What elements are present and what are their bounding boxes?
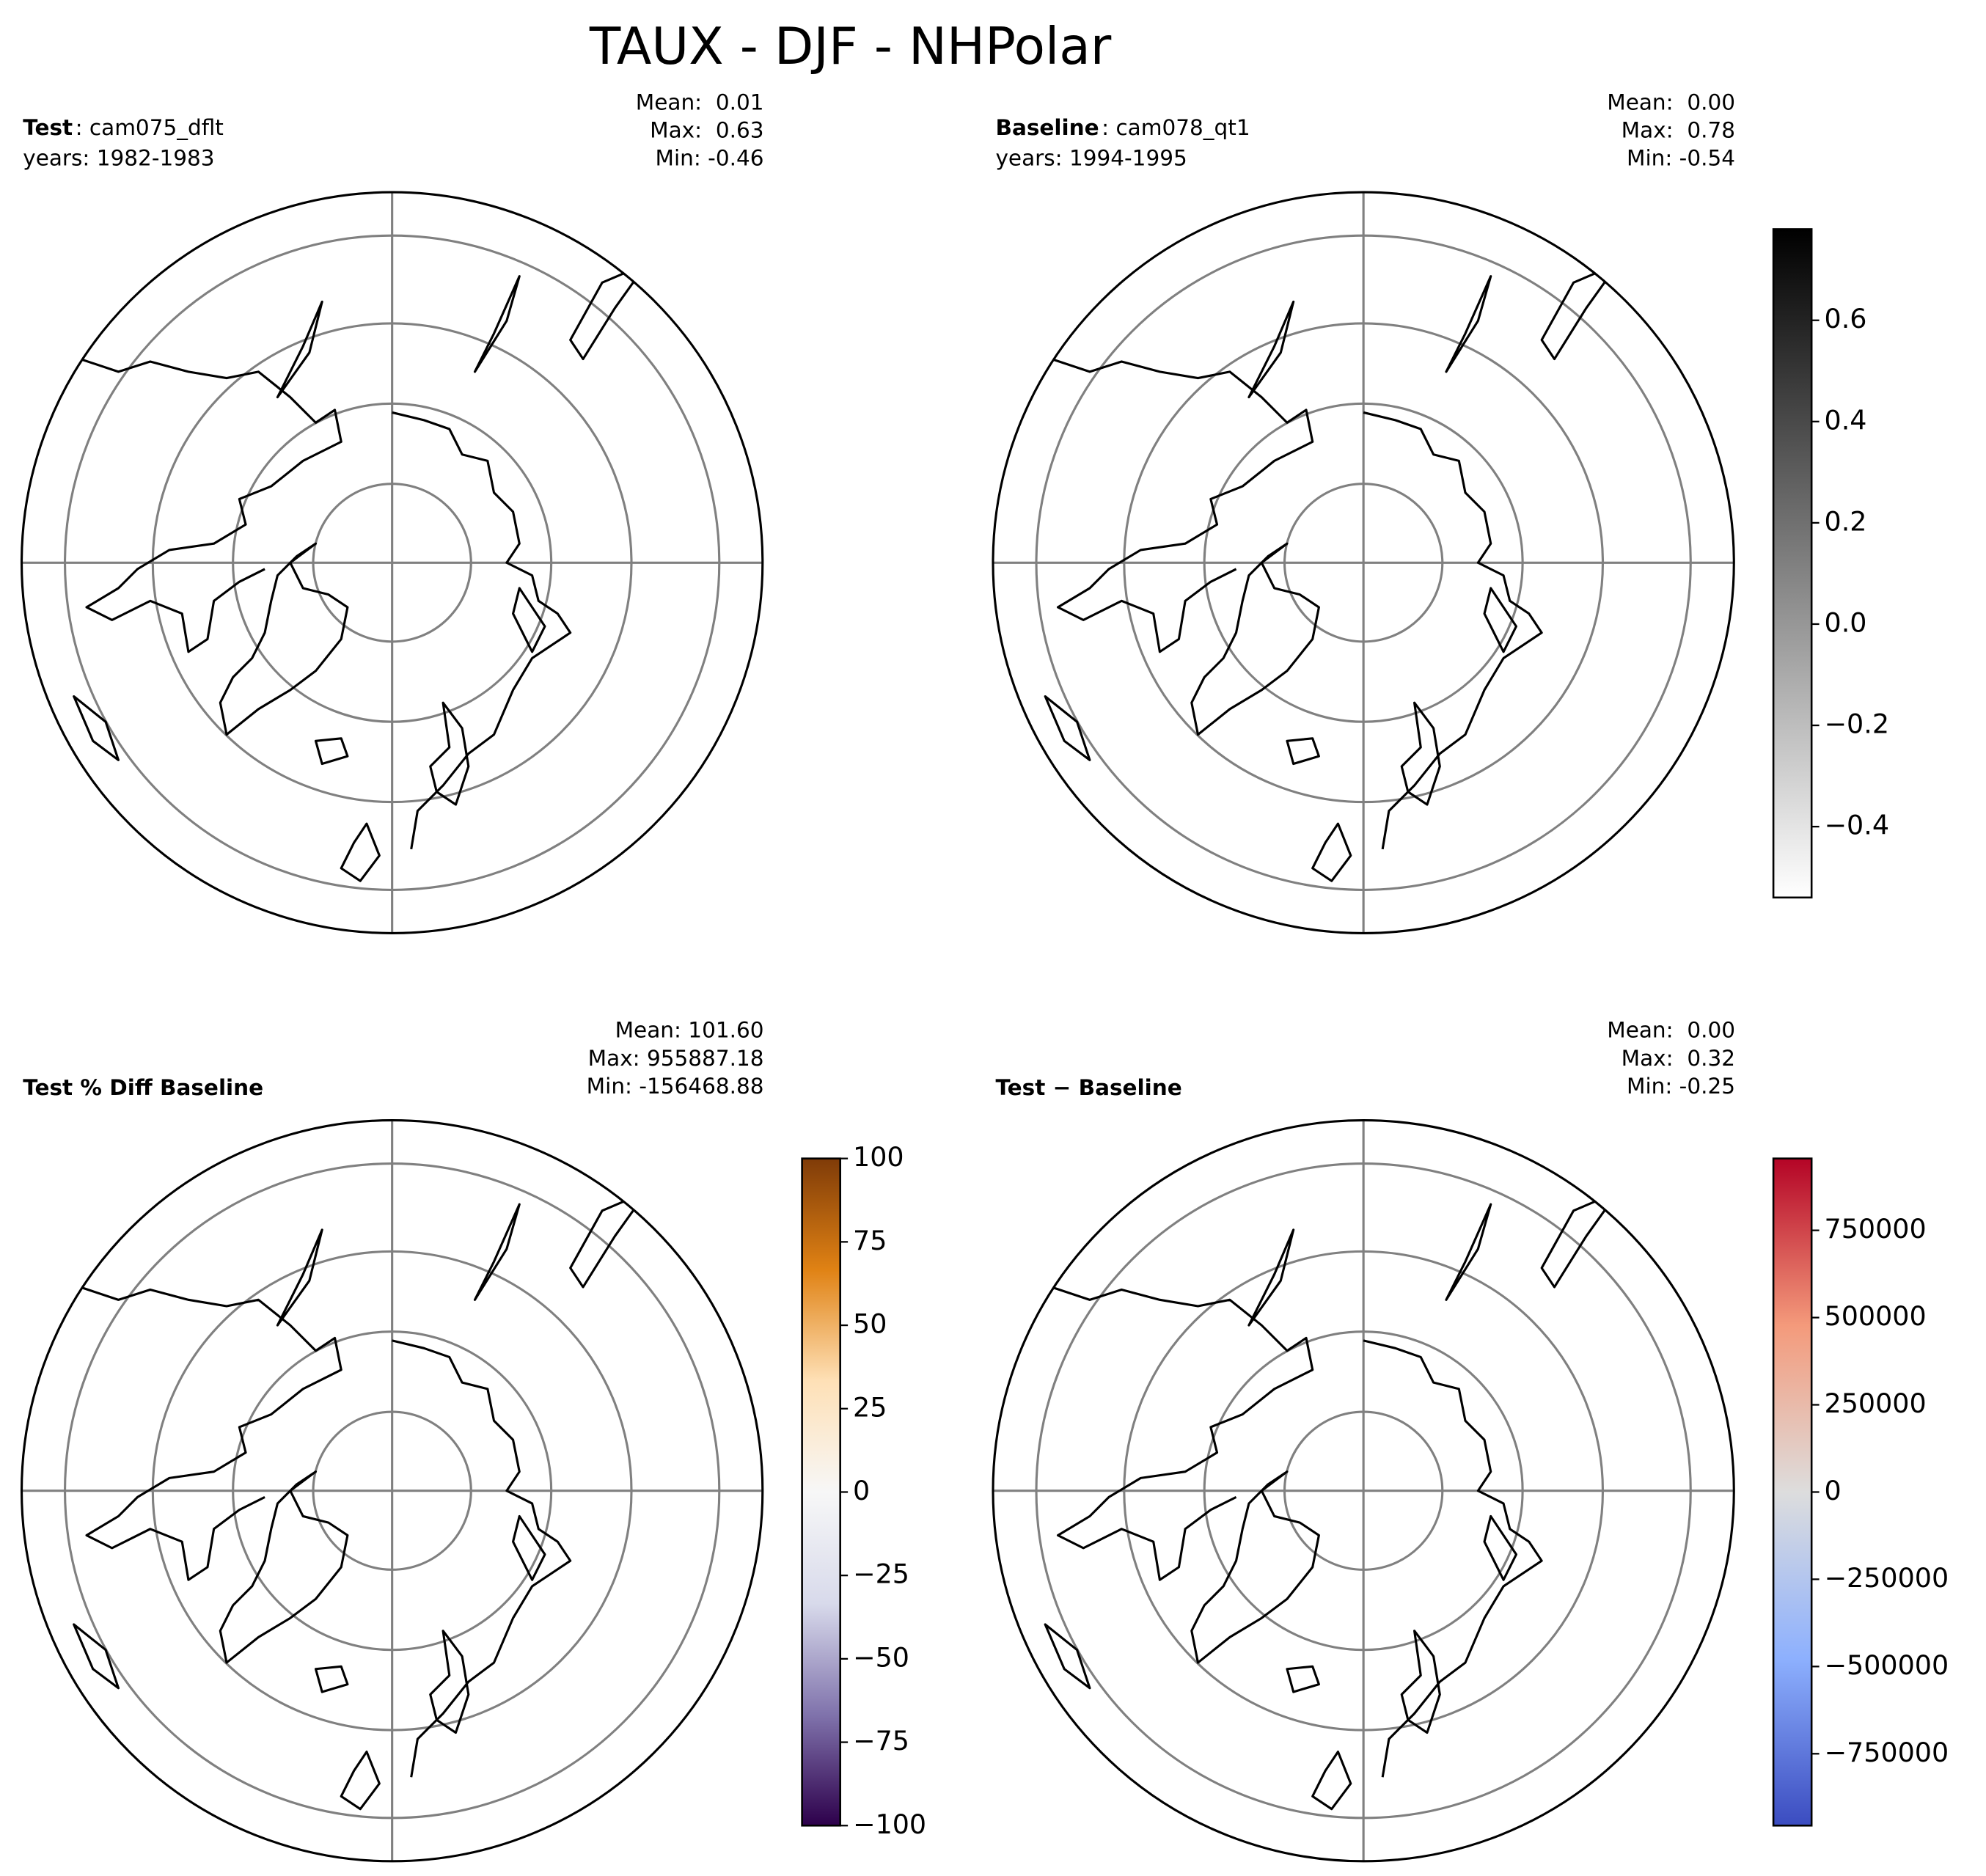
panel-label-case: : cam075_dflt [76,115,224,140]
panel-label-bold: Baseline [995,115,1099,140]
figure-title: TAUX - DJF - NHPolar [589,18,1112,76]
colorbar-tick-label: −750000 [1825,1737,1949,1768]
panel-stat: Max: 0.63 [650,117,763,142]
colorbar [801,1157,841,1827]
colorbar-tick-label: −50 [853,1641,909,1673]
polar-map [993,192,1734,933]
panel-label-bold: Test − Baseline [995,1075,1181,1100]
panel-label-bold: Test [23,115,73,140]
colorbar-tick-label: −250000 [1825,1562,1949,1594]
panel-stat: Max: 955887.18 [588,1046,764,1071]
panel-years: years: 1982-1983 [23,146,214,171]
panel-label-bold: Test % Diff Baseline [23,1075,263,1100]
colorbar-tick-label: 0.0 [1825,607,1867,638]
colorbar-tick-label: 0 [1825,1475,1842,1506]
colorbar-tick-label: 0 [853,1475,870,1506]
panel-stat: Mean: 101.60 [615,1018,764,1043]
panel-stat: Max: 0.78 [1622,117,1735,142]
panel-stat: Mean: 0.00 [1607,89,1735,114]
panel-stat: Min: -0.25 [1627,1074,1735,1099]
colorbar [1772,1157,1813,1827]
colorbar-tick-label: 0.4 [1825,404,1867,436]
colorbar-tick-label: −75 [853,1725,909,1756]
panel-label: Test − Baseline [995,1075,1181,1100]
panel-stat: Min: -0.46 [656,146,764,171]
colorbar [1772,228,1813,899]
colorbar-tick-label: −25 [853,1558,909,1590]
colorbar-tick-label: −100 [853,1809,926,1840]
colorbar-tick-label: 0.6 [1825,303,1867,334]
polar-map [22,1121,763,1861]
colorbar-tick-label: 50 [853,1308,887,1340]
colorbar-tick-label: 250000 [1825,1388,1927,1419]
panel-stat: Min: -156468.88 [587,1074,764,1099]
polar-map [22,192,763,933]
colorbar-tick-label: −500000 [1825,1649,1949,1681]
colorbar-tick-label: −0.4 [1825,810,1889,841]
panel-label-case: : cam078_qt1 [1102,115,1250,140]
panel-stat: Mean: 0.00 [1607,1018,1735,1043]
panel-label: Test % Diff Baseline [23,1075,263,1100]
panel-label: Baseline: cam078_qt1 [995,115,1250,140]
panel-stat: Max: 0.32 [1622,1046,1735,1071]
colorbar-tick-label: −0.2 [1825,708,1889,740]
colorbar-tick-label: 100 [853,1141,904,1173]
panel-years: years: 1994-1995 [995,146,1187,171]
panel-label: Test: cam075_dflt [23,115,224,140]
colorbar-tick-label: 25 [853,1391,887,1423]
colorbar-tick-label: 75 [853,1225,887,1256]
colorbar-tick-label: 500000 [1825,1300,1927,1332]
polar-map [993,1121,1734,1861]
panel-stat: Mean: 0.01 [636,89,764,114]
colorbar-tick-label: 750000 [1825,1213,1927,1245]
panel-stat: Min: -0.54 [1627,146,1735,171]
colorbar-tick-label: 0.2 [1825,505,1867,537]
